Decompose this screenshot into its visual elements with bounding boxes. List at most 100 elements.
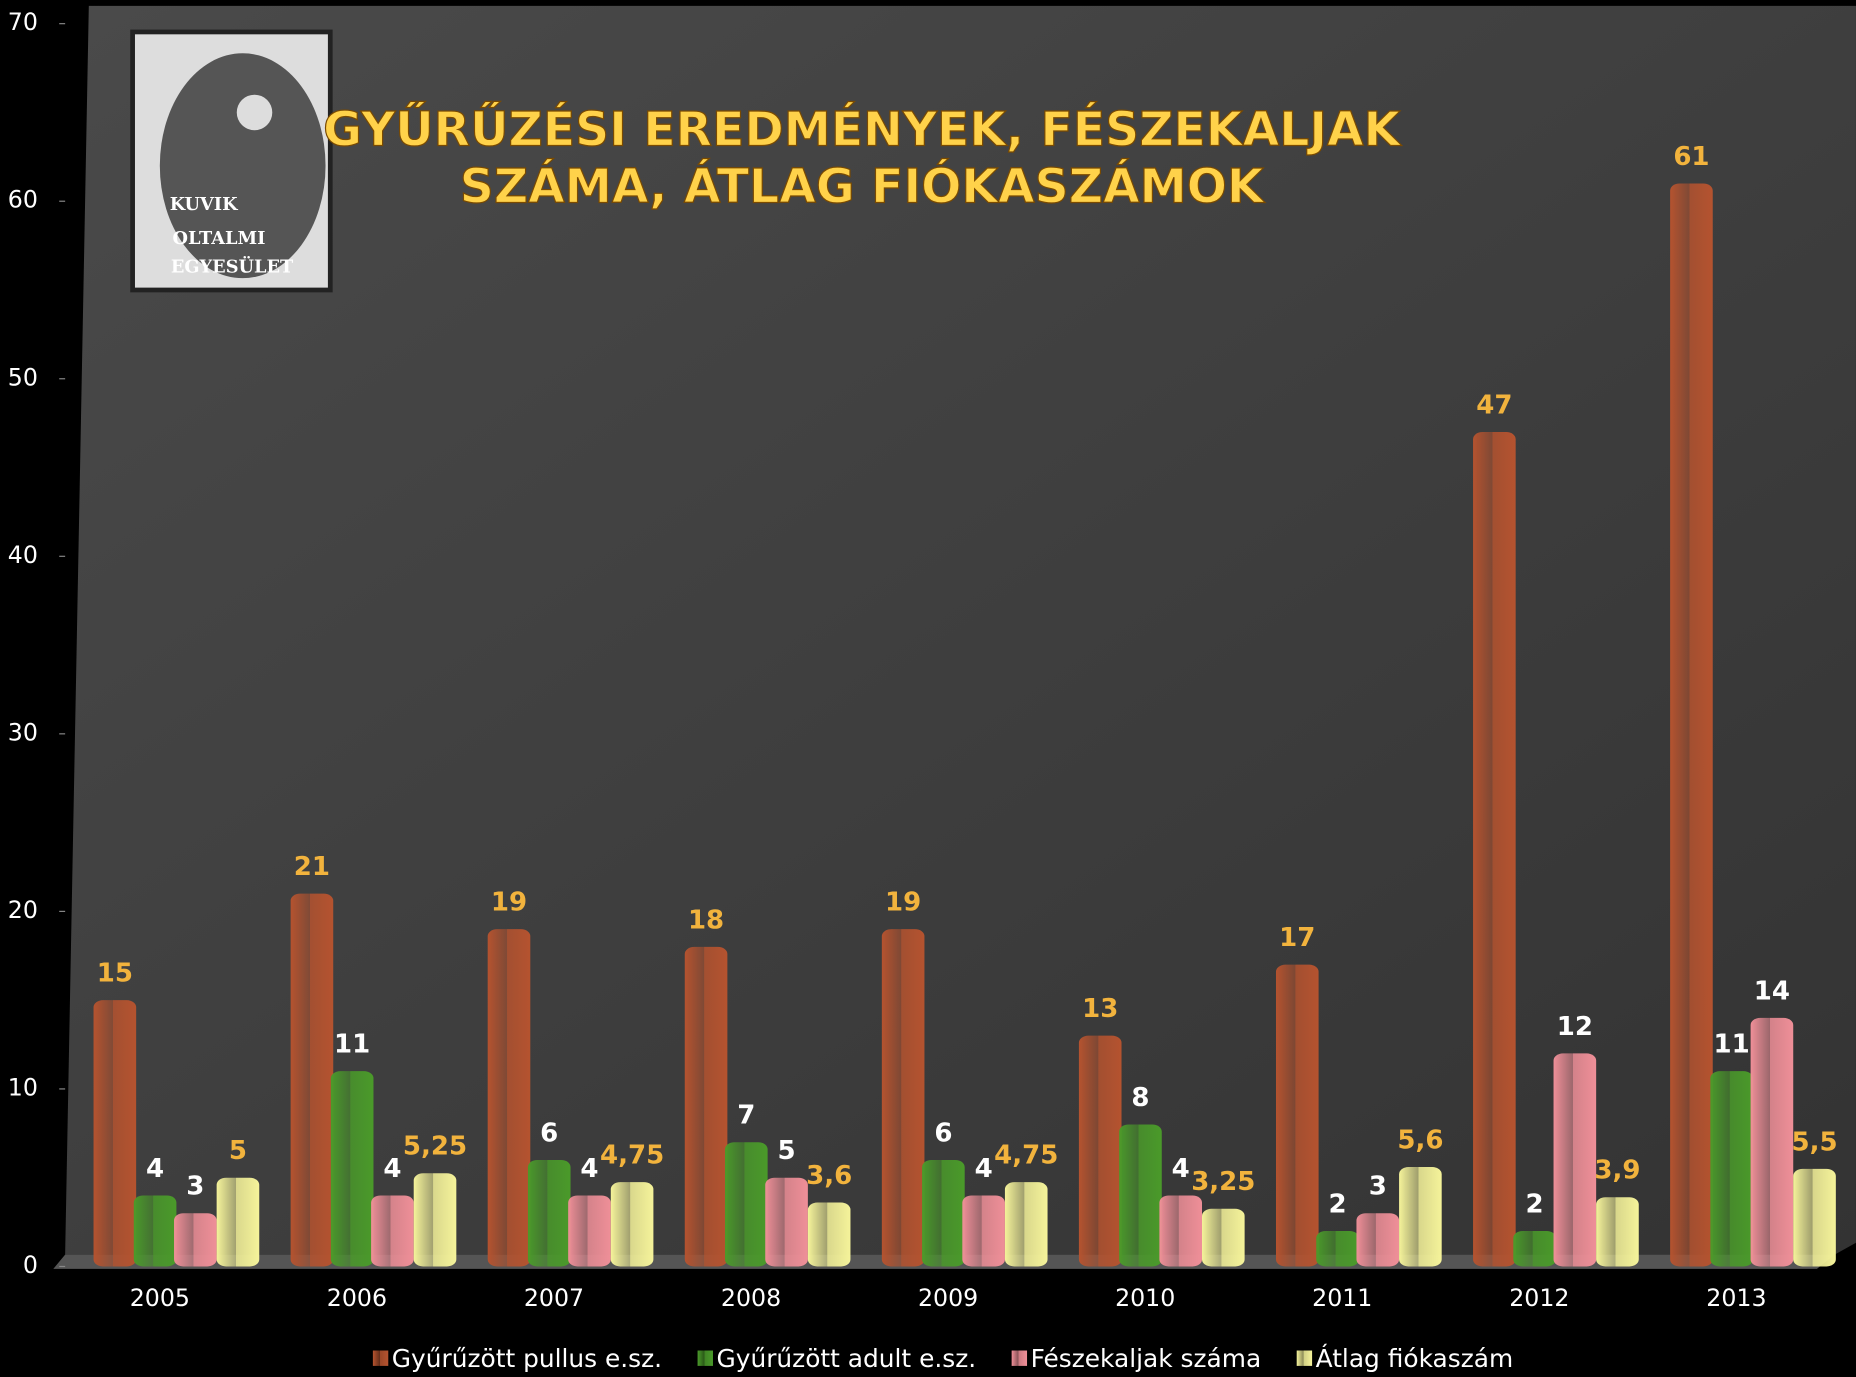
x-tick-label: 2009 xyxy=(918,1284,978,1312)
logo-eye xyxy=(236,94,273,131)
bar xyxy=(1275,964,1319,1267)
x-tick-label: 2013 xyxy=(1706,1284,1766,1312)
bar xyxy=(1750,1017,1794,1267)
legend-label: Fészekaljak száma xyxy=(1031,1344,1262,1373)
bar xyxy=(922,1159,965,1267)
legend-swatch xyxy=(697,1350,713,1366)
legend-label: Átlag fiókaszám xyxy=(1316,1344,1514,1373)
data-label: 7 xyxy=(737,1101,755,1131)
chart-title: SZÁMA, ÁTLAG FIÓKASZÁMOK xyxy=(460,157,1266,214)
bar xyxy=(1710,1071,1753,1267)
data-label: 18 xyxy=(688,905,724,935)
data-label: 5,5 xyxy=(1791,1127,1837,1157)
data-label: 3,6 xyxy=(806,1161,852,1191)
data-label: 6 xyxy=(540,1118,558,1148)
data-label: 19 xyxy=(885,888,921,918)
logo-text: KUVIK xyxy=(170,194,238,215)
data-label: 3 xyxy=(186,1172,204,1202)
data-label: 11 xyxy=(1714,1030,1750,1060)
bar xyxy=(527,1159,571,1267)
data-label: 2 xyxy=(1526,1189,1544,1219)
data-label: 4 xyxy=(975,1154,993,1184)
bar xyxy=(1316,1230,1359,1267)
bar xyxy=(216,1177,260,1267)
bar xyxy=(330,1071,374,1267)
data-label: 61 xyxy=(1673,142,1709,172)
data-label: 4 xyxy=(146,1154,164,1184)
bar xyxy=(371,1195,414,1267)
bar xyxy=(1513,1230,1556,1267)
bar xyxy=(1356,1213,1400,1267)
bar xyxy=(725,1142,768,1267)
bar xyxy=(765,1177,808,1267)
data-label: 12 xyxy=(1557,1012,1593,1042)
data-label: 4 xyxy=(580,1154,598,1184)
bar xyxy=(290,893,334,1267)
y-tick-label: 30 xyxy=(8,718,38,746)
x-tick-label: 2012 xyxy=(1509,1284,1569,1312)
data-label: 17 xyxy=(1279,923,1315,953)
data-label: 6 xyxy=(934,1118,952,1148)
bar xyxy=(881,929,925,1267)
logo: KUVIK OLTALMI EGYESÜLET xyxy=(130,29,333,293)
x-tick-label: 2008 xyxy=(721,1284,781,1312)
bar xyxy=(1670,183,1713,1267)
x-tick-label: 2010 xyxy=(1115,1284,1175,1312)
data-label: 15 xyxy=(97,959,133,989)
y-tick-label: 70 xyxy=(8,8,38,36)
bar xyxy=(413,1173,457,1267)
data-label: 47 xyxy=(1476,390,1512,420)
data-label: 3,9 xyxy=(1594,1156,1640,1186)
legend-swatch xyxy=(1296,1350,1313,1366)
data-label: 4,75 xyxy=(994,1141,1058,1171)
bar xyxy=(1793,1168,1836,1267)
bar xyxy=(93,1000,137,1267)
bar xyxy=(568,1195,611,1267)
bar xyxy=(610,1182,654,1267)
legend-label: Gyűrűzött adult e.sz. xyxy=(717,1344,977,1373)
bar xyxy=(133,1195,177,1267)
bar xyxy=(1159,1195,1203,1267)
bar xyxy=(487,929,531,1267)
data-label: 2 xyxy=(1328,1189,1346,1219)
data-label: 14 xyxy=(1754,976,1790,1006)
bar xyxy=(174,1213,217,1267)
y-tick-label: 40 xyxy=(8,541,38,569)
bar xyxy=(1596,1197,1639,1267)
x-tick-label: 2011 xyxy=(1312,1284,1372,1312)
legend-swatch xyxy=(1011,1350,1028,1366)
bar xyxy=(1078,1035,1122,1267)
bar xyxy=(1119,1124,1162,1267)
bar xyxy=(962,1195,1005,1267)
legend-swatch xyxy=(372,1350,389,1366)
bar xyxy=(1399,1167,1442,1267)
chart-title: GYŰRŰZÉSI EREDMÉNYEK, FÉSZEKALJAK xyxy=(323,101,1402,158)
y-tick-label: 10 xyxy=(8,1073,38,1101)
data-label: 19 xyxy=(491,888,527,918)
bar xyxy=(807,1202,851,1267)
y-tick-label: 0 xyxy=(23,1251,38,1279)
legend-label: Gyűrűzött pullus e.sz. xyxy=(392,1344,662,1373)
data-label: 5 xyxy=(778,1136,796,1166)
x-tick-label: 2007 xyxy=(524,1284,584,1312)
logo-text: OLTALMI xyxy=(173,228,266,249)
x-tick-label: 2005 xyxy=(130,1284,190,1312)
x-tick-label: 2006 xyxy=(327,1284,387,1312)
bar xyxy=(1004,1182,1048,1267)
data-label: 4 xyxy=(383,1154,401,1184)
bar xyxy=(1473,432,1516,1267)
data-label: 21 xyxy=(294,852,330,882)
data-label: 3 xyxy=(1369,1172,1387,1202)
y-tick-label: 60 xyxy=(8,186,38,214)
data-label: 4 xyxy=(1172,1154,1190,1184)
data-label: 11 xyxy=(334,1030,370,1060)
data-label: 5,6 xyxy=(1397,1126,1443,1156)
y-tick-label: 50 xyxy=(8,363,38,391)
data-label: 13 xyxy=(1082,994,1118,1024)
data-label: 5,25 xyxy=(403,1132,467,1162)
y-tick-label: 20 xyxy=(8,896,38,924)
logo-text: EGYESÜLET xyxy=(171,254,294,277)
data-label: 5 xyxy=(229,1136,247,1166)
bar xyxy=(684,946,728,1267)
